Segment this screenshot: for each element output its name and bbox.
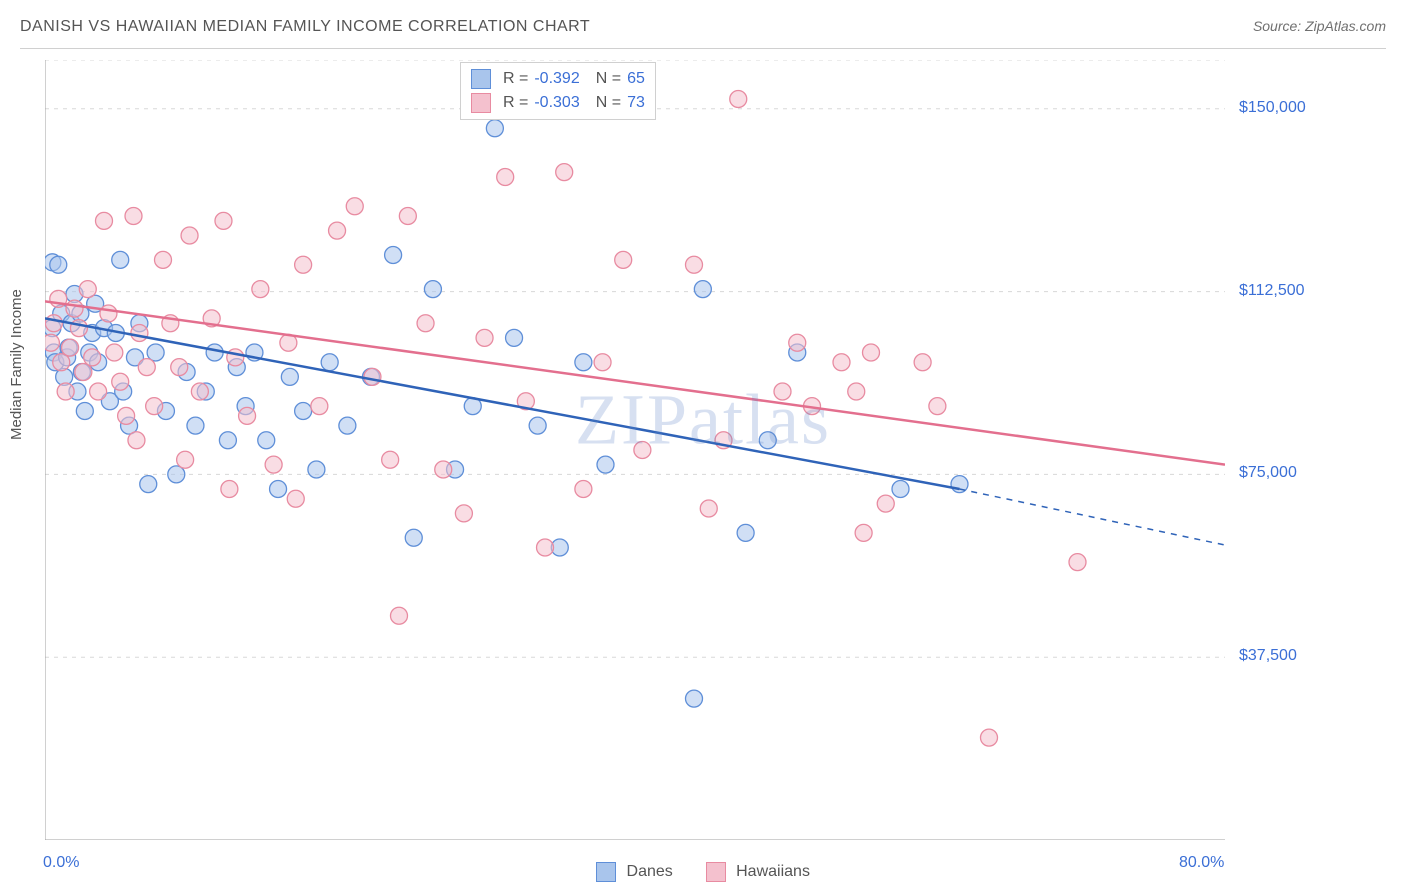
- legend-swatch-danes: [596, 862, 616, 882]
- legend-swatch-hawaiians: [706, 862, 726, 882]
- stat-n-danes: 65: [627, 70, 645, 88]
- stat-n-label: N =: [596, 94, 621, 112]
- stats-row-danes: R = -0.392 N = 65: [471, 67, 645, 91]
- y-tick-label: $150,000: [1239, 99, 1306, 117]
- y-tick-label: $112,500: [1239, 282, 1305, 300]
- stat-r-danes: -0.392: [534, 70, 579, 88]
- stat-r-label: R =: [503, 70, 528, 88]
- stat-r-hawaiians: -0.303: [534, 94, 579, 112]
- y-tick-label: $75,000: [1239, 464, 1297, 482]
- stats-row-hawaiians: R = -0.303 N = 73: [471, 91, 645, 115]
- stats-legend: R = -0.392 N = 65 R = -0.303 N = 73: [460, 62, 656, 120]
- x-tick-label: 0.0%: [43, 854, 79, 872]
- legend-label-hawaiians: Hawaiians: [736, 863, 810, 880]
- legend-label-danes: Danes: [627, 863, 673, 880]
- x-tick-label: 80.0%: [1179, 854, 1224, 872]
- stat-n-hawaiians: 73: [627, 94, 645, 112]
- stat-n-label: N =: [596, 70, 621, 88]
- swatch-danes: [471, 69, 491, 89]
- y-axis-label: Median Family Income: [8, 289, 25, 440]
- stat-r-label: R =: [503, 94, 528, 112]
- chart-title: DANISH VS HAWAIIAN MEDIAN FAMILY INCOME …: [20, 18, 590, 35]
- y-tick-label: $37,500: [1239, 647, 1297, 665]
- chart-source: Source: ZipAtlas.com: [1253, 18, 1386, 34]
- swatch-hawaiians: [471, 93, 491, 113]
- chart-header: DANISH VS HAWAIIAN MEDIAN FAMILY INCOME …: [20, 18, 1386, 49]
- scatter-plot: [45, 60, 1225, 840]
